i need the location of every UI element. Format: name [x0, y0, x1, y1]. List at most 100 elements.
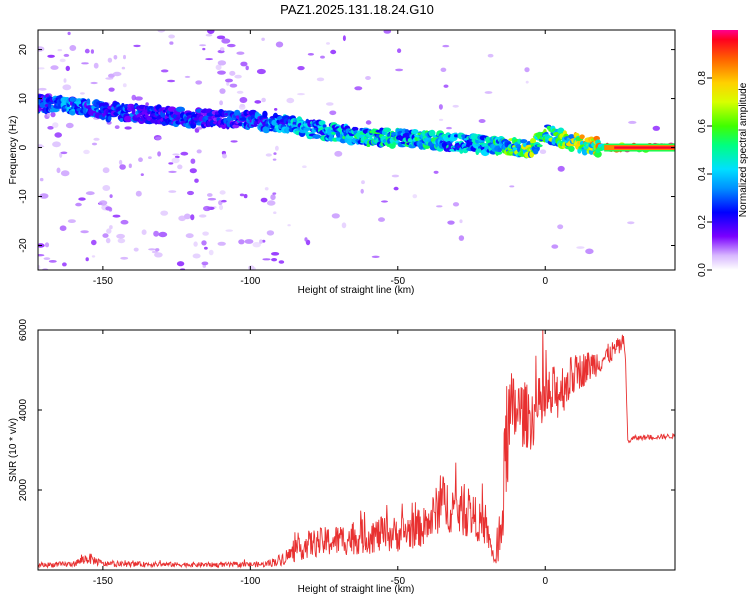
noise-blob [38, 145, 45, 148]
noise-blob [205, 33, 213, 37]
noise-blob [160, 69, 169, 73]
noise-blob [525, 80, 529, 84]
noise-blob [59, 58, 66, 63]
noise-blob [216, 35, 226, 40]
noise-blob [112, 71, 122, 77]
noise-blob [261, 97, 266, 103]
noise-blob [153, 230, 160, 237]
noise-blob [652, 125, 660, 131]
noise-blob [316, 77, 325, 82]
ridge-blob [536, 144, 543, 148]
ridge-blob [124, 115, 133, 123]
noise-blob [307, 53, 314, 56]
snr-x-tick-label: -100 [240, 576, 260, 587]
ridge-blob [382, 127, 392, 133]
noise-blob [50, 111, 56, 118]
spectrogram-y-tick-label: 0 [18, 144, 29, 150]
noise-blob [208, 249, 214, 256]
noise-blob [43, 257, 51, 260]
ridge-blob [86, 98, 91, 105]
noise-blob [273, 211, 277, 214]
noise-blob [248, 265, 255, 270]
noise-blob [62, 262, 67, 267]
noise-blob [47, 54, 55, 58]
noise-blob [381, 200, 388, 203]
noise-blob [75, 202, 82, 207]
snr-x-tick-label: -150 [93, 576, 113, 587]
noise-blob [365, 120, 372, 125]
noise-blob [442, 44, 450, 48]
snr-panel: -150 -100 -50 0 2000 4000 6000 Height of stra… [8, 318, 676, 595]
noise-blob [80, 230, 89, 234]
colorbar-tick-label: 0.0 [697, 263, 708, 277]
noise-blob [167, 79, 176, 83]
noise-blob [365, 76, 371, 80]
noise-blob [326, 42, 330, 45]
noise-blob [47, 126, 54, 130]
noise-blob [260, 197, 268, 203]
noise-blob [39, 193, 49, 199]
noise-blob [38, 67, 45, 70]
noise-blob [48, 260, 57, 263]
noise-blob [239, 97, 248, 103]
colorbar-tick-label: 0.6 [697, 119, 708, 133]
noise-blob [487, 53, 494, 58]
noise-blob [56, 167, 61, 174]
noise-blob [395, 68, 404, 72]
noise-blob [93, 137, 100, 141]
noise-blob [44, 242, 50, 248]
noise-blob [557, 165, 565, 172]
noise-blob [628, 120, 637, 124]
noise-blob [236, 90, 244, 94]
noise-blob [225, 78, 233, 83]
ridge-blob [579, 134, 585, 140]
noise-blob [271, 252, 280, 256]
noise-blob [219, 100, 224, 106]
noise-blob [90, 81, 98, 85]
noise-blob [320, 55, 325, 59]
noise-blob [342, 35, 346, 42]
noise-blob [117, 238, 126, 244]
noise-blob [458, 235, 465, 241]
noise-blob [539, 149, 547, 154]
noise-blob [262, 258, 271, 261]
noise-blob [168, 162, 174, 165]
ridge-blob [546, 125, 552, 130]
snr-x-axis-label: Height of straight line (km) [298, 584, 415, 595]
noise-blob [81, 62, 89, 65]
noise-blob [274, 108, 278, 111]
noise-blob [140, 173, 144, 177]
noise-blob [354, 86, 363, 91]
noise-blob [266, 230, 275, 236]
ridge-blob [262, 126, 271, 134]
colorbar-gradient [712, 30, 738, 270]
noise-blob [38, 46, 45, 52]
noise-blob [436, 205, 443, 208]
noise-blob [38, 265, 41, 270]
ridge-blob [428, 129, 436, 137]
spectrogram-y-tick-label: -10 [18, 189, 29, 204]
noise-blob [286, 97, 295, 104]
noise-blob [262, 239, 266, 243]
noise-blob [266, 200, 276, 206]
noise-blob [180, 151, 189, 156]
snr-y-ticks: 2000 4000 6000 [18, 318, 675, 501]
noise-blob [193, 241, 198, 247]
noise-blob [194, 178, 199, 183]
noise-blob [50, 65, 59, 70]
noise-blob [63, 78, 67, 83]
ridge-blob [520, 139, 528, 144]
noise-blob [576, 246, 585, 249]
spectrogram-y-ticks: 20 10 0 -10 -20 [18, 44, 675, 253]
noise-blob [240, 61, 248, 67]
noise-blob [443, 84, 449, 88]
noise-blob [330, 49, 337, 55]
spectrogram-x-axis-label: Height of straight line (km) [298, 285, 415, 296]
noise-blob [229, 70, 236, 76]
noise-blob [60, 170, 70, 177]
snr-series-line [38, 330, 675, 569]
noise-blob [141, 229, 147, 235]
noise-blob [341, 222, 347, 229]
